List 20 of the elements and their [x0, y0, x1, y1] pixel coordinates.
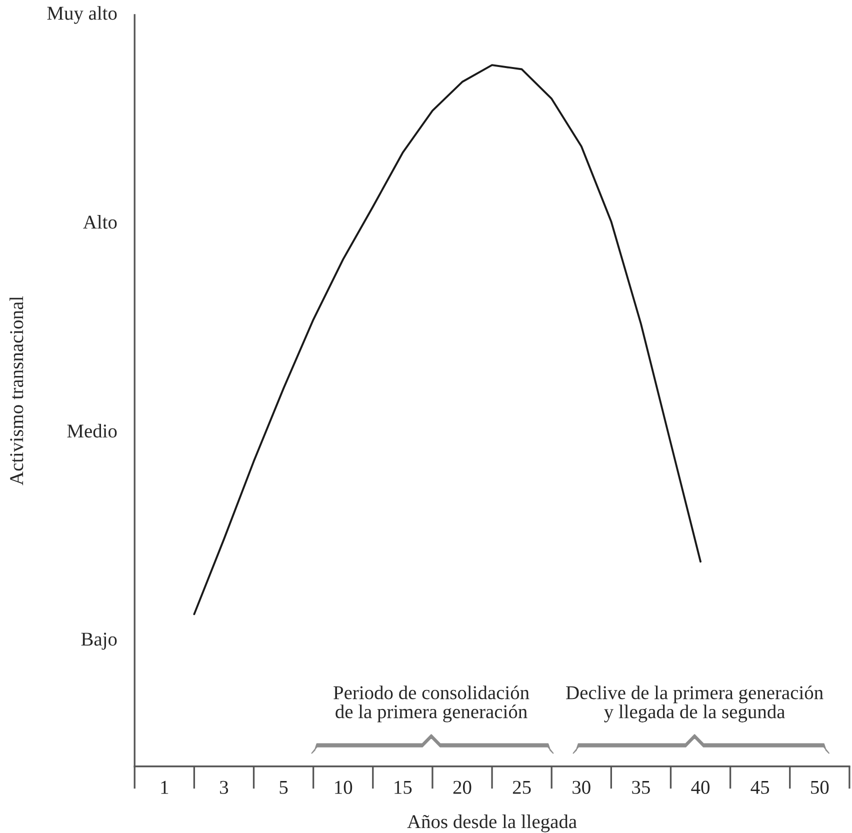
- x-tick-label: 45: [750, 780, 770, 794]
- x-tick-label: 40: [691, 780, 710, 794]
- text: Alto: [83, 215, 117, 229]
- x-tick-label: 35: [632, 780, 650, 794]
- x-tick-label: 10: [335, 780, 352, 794]
- text: Medio: [67, 424, 117, 438]
- x-tick-label: 1: [161, 780, 168, 794]
- x-axis-title: Años desde la llegada: [407, 814, 577, 832]
- annotation: Periodo de consolidación de la primera generación: [334, 686, 530, 722]
- text: Bajo: [81, 632, 117, 650]
- text: Activismo transnacional: [10, 296, 24, 486]
- x-tick-label: 50: [811, 780, 829, 794]
- x-tick-label: 30: [572, 780, 590, 794]
- x-tick-label: 20: [453, 780, 472, 794]
- x-tick-label: 15: [394, 780, 412, 794]
- x-tick-label: 3: [220, 780, 228, 794]
- annotation: Declive de la primera generación y llegada de la segunda: [566, 686, 824, 722]
- text: Muy alto: [47, 6, 117, 24]
- x-tick-label: 25: [512, 780, 531, 794]
- x-tick-label: 5: [280, 781, 288, 794]
